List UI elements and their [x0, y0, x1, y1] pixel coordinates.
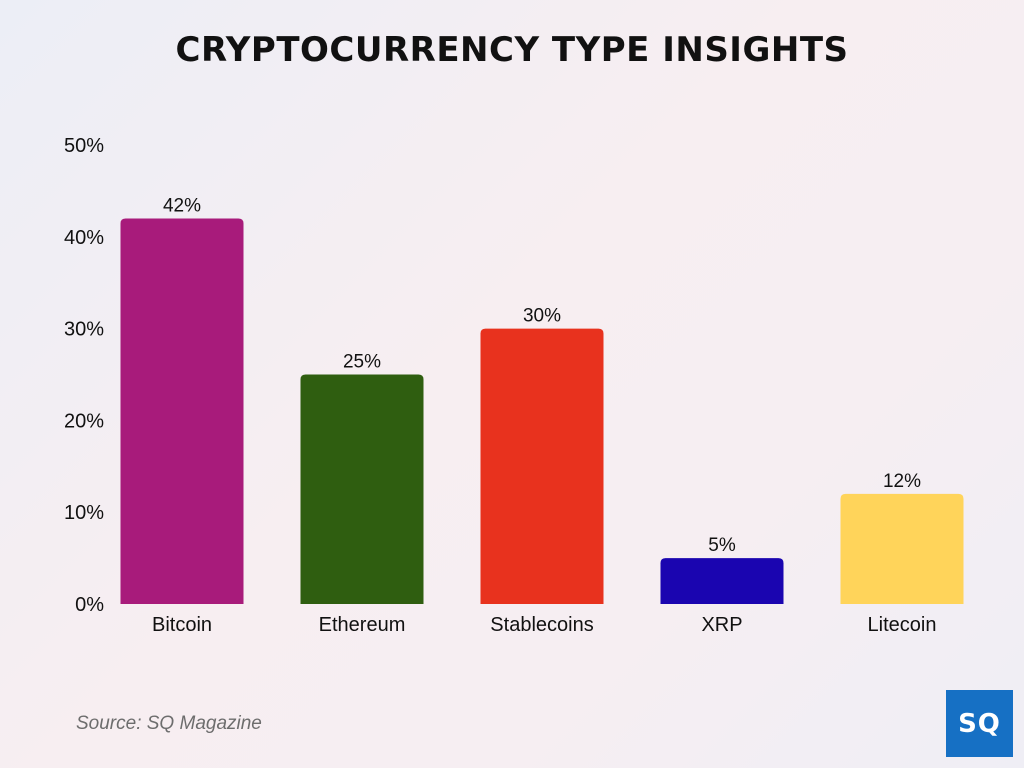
- data-label-bitcoin: 42%: [163, 195, 201, 216]
- sq-logo: SQ: [946, 690, 1013, 757]
- bar-litecoin: [840, 493, 964, 604]
- y-tick-label: 20%: [64, 410, 104, 432]
- y-tick-label: 40%: [64, 227, 104, 249]
- y-tick-label: 50%: [64, 135, 104, 157]
- y-tick-label: 0%: [75, 594, 104, 616]
- y-tick-label: 30%: [64, 319, 104, 341]
- x-axis: Bitcoin Ethereum Stablecoins XRP Litecoin: [152, 614, 936, 636]
- data-label-xrp: 5%: [708, 535, 736, 556]
- x-tick-label: Stablecoins: [490, 614, 593, 636]
- x-tick-label: Ethereum: [319, 614, 406, 636]
- data-label-stablecoins: 30%: [523, 306, 561, 327]
- bar-xrp: [660, 558, 784, 604]
- bar-stablecoins: [480, 328, 604, 604]
- bars: 42% 25% 30% 5% 12%: [120, 195, 964, 604]
- bar-ethereum: [300, 374, 424, 604]
- x-tick-label: Bitcoin: [152, 614, 212, 636]
- y-tick-label: 10%: [64, 502, 104, 524]
- data-label-litecoin: 12%: [883, 471, 921, 492]
- x-tick-label: XRP: [701, 614, 742, 636]
- logo-text: SQ: [958, 708, 1001, 739]
- x-tick-label: Litecoin: [868, 614, 937, 636]
- y-axis: 0% 10% 20% 30% 40% 50%: [64, 135, 104, 616]
- bar-bitcoin: [120, 218, 244, 604]
- data-label-ethereum: 25%: [343, 352, 381, 373]
- source-note: Source: SQ Magazine: [76, 713, 262, 734]
- chart-title: CRYPTOCURRENCY TYPE INSIGHTS: [175, 30, 849, 70]
